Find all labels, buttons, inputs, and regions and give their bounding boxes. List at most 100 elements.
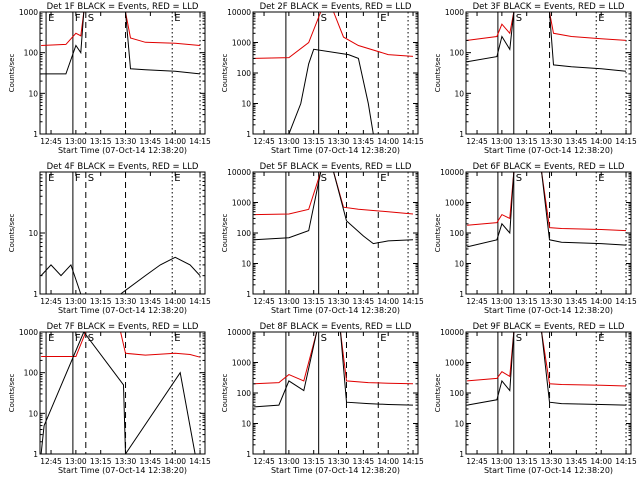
x-tick-label: 13:15 [303,297,325,306]
y-tick-label: 10 [241,260,251,269]
event-marker-label: S [516,333,522,344]
y-axis-label: Counts/sec [8,54,16,93]
event-marker-label: S [321,173,327,184]
plot-frame [252,171,419,295]
x-tick-label: 13:15 [90,297,112,306]
y-tick-label: 1000 [232,39,251,48]
y-tick-label: 10 [241,100,251,109]
x-tick-label: 13:00 [491,137,513,146]
panel-title: Det 4F BLACK = Events, RED = LLD [47,162,199,172]
event-marker-label: E [380,13,386,24]
event-marker-label: S [516,173,522,184]
y-axis-label: Counts/sec [434,214,442,253]
x-tick-label: 13:00 [491,297,513,306]
x-axis-label: Start Time (07-Oct-14 12:38:20) [484,146,613,155]
series-line-red [467,172,627,232]
x-tick-label: 14:00 [164,457,186,466]
y-tick-label: 1 [459,450,464,459]
x-axis-label: Start Time (07-Oct-14 12:38:20) [58,146,187,155]
x-axis-label: Start Time (07-Oct-14 12:38:20) [58,466,187,475]
y-tick-label: 1000 [19,328,38,337]
x-tick-label: 13:15 [90,137,112,146]
x-tick-label: 13:30 [115,137,137,146]
x-tick-label: 14:00 [590,137,612,146]
x-tick-label: 13:45 [566,137,588,146]
x-tick-label: 13:30 [328,457,350,466]
x-axis-label: Start Time (07-Oct-14 12:38:20) [484,306,613,315]
y-tick-label: 1000 [445,8,464,17]
y-tick-label: 10 [241,420,251,429]
y-tick-label: 10000 [227,328,251,337]
y-tick-label: 100 [450,389,465,398]
x-tick-label: 13:30 [115,457,137,466]
y-tick-label: 10 [28,89,38,98]
y-tick-label: 1 [459,130,464,139]
y-tick-label: 100 [450,229,465,238]
y-tick-label: 10 [454,89,464,98]
event-marker-label: E [380,173,386,184]
y-tick-label: 100 [237,389,252,398]
x-tick-label: 14:00 [377,457,399,466]
x-axis-label: Start Time (07-Oct-14 12:38:20) [484,466,613,475]
x-axis-label: Start Time (07-Oct-14 12:38:20) [271,146,400,155]
panel-title: Det 3F BLACK = Events, RED = LLD [473,2,625,12]
x-tick-label: 14:15 [615,137,637,146]
event-marker-label: E [380,333,386,344]
x-tick-label: 14:00 [377,297,399,306]
x-tick-label: 14:15 [189,457,211,466]
y-tick-label: 100 [24,369,39,378]
x-tick-label: 12:45 [466,297,488,306]
event-marker-label: S [516,13,522,24]
series-line-black [40,256,201,294]
event-marker-label: F [75,13,81,24]
y-axis-label: Counts/sec [221,54,229,93]
y-tick-label: 1 [33,290,38,299]
y-axis-label: Counts/sec [221,374,229,413]
x-tick-label: 12:45 [253,137,275,146]
series-line-black [254,48,374,134]
y-tick-label: 1000 [445,199,464,208]
x-tick-label: 13:15 [516,137,538,146]
event-marker-label: E [48,173,54,184]
x-tick-label: 14:15 [189,297,211,306]
event-marker-label: E [174,13,180,24]
panel-title: Det 1F BLACK = Events, RED = LLD [47,2,199,12]
y-tick-label: 100 [237,229,252,238]
y-tick-label: 1 [246,450,251,459]
x-tick-label: 13:30 [328,137,350,146]
x-tick-label: 14:15 [402,457,424,466]
plot-frame [252,11,419,135]
x-tick-label: 13:00 [65,137,87,146]
series-line-black [467,332,627,406]
series-line-black [41,12,201,75]
y-tick-label: 10 [28,409,38,418]
event-marker-label: E [174,333,180,344]
x-tick-label: 13:15 [303,457,325,466]
x-tick-label: 14:15 [402,137,424,146]
y-tick-label: 1 [33,450,38,459]
x-tick-label: 12:45 [253,297,275,306]
series-line-red [467,332,627,387]
y-tick-label: 100 [24,49,39,58]
panel-title: Det 9F BLACK = Events, RED = LLD [473,322,625,332]
y-tick-label: 10 [454,260,464,269]
series-line-red [41,332,201,358]
series-line-black [254,172,414,245]
x-tick-label: 13:45 [566,457,588,466]
x-tick-label: 14:00 [164,297,186,306]
x-tick-label: 14:00 [377,137,399,146]
series-line-red [254,332,414,385]
x-tick-label: 13:45 [140,457,162,466]
series-line-red [41,12,201,46]
plot-frame [39,11,206,135]
x-tick-label: 13:45 [353,457,375,466]
y-axis-label: Counts/sec [8,374,16,413]
x-tick-label: 13:15 [303,137,325,146]
x-tick-label: 12:45 [253,457,275,466]
x-tick-label: 14:00 [590,297,612,306]
